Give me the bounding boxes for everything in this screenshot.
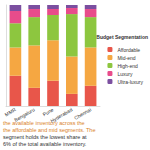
svg-text:Ultra-luxury: Ultra-luxury (117, 79, 143, 85)
svg-text:Luxury: Luxury (117, 71, 133, 77)
svg-text:the available inventory across: the available inventory across the (3, 120, 85, 126)
svg-text:Chennai: Chennai (73, 106, 92, 120)
svg-text:MMR: MMR (3, 106, 17, 118)
svg-text:6% of the total available inve: 6% of the total available inventory. (3, 141, 87, 147)
svg-text:High-end: High-end (117, 63, 138, 69)
svg-text:Pune: Pune (41, 106, 55, 118)
svg-text:segment holds the lowest share: segment holds the lowest share at (3, 134, 87, 140)
svg-text:Mid-end: Mid-end (117, 55, 135, 61)
svg-text:Affordable: Affordable (117, 47, 140, 53)
svg-text:Hyderabad: Hyderabad (49, 106, 73, 124)
svg-text:Bengaluru: Bengaluru (13, 106, 36, 123)
svg-text:Budget Segmentation: Budget Segmentation (96, 34, 148, 40)
svg-text:the affordable and mid segment: the affordable and mid segments. The (3, 127, 95, 133)
